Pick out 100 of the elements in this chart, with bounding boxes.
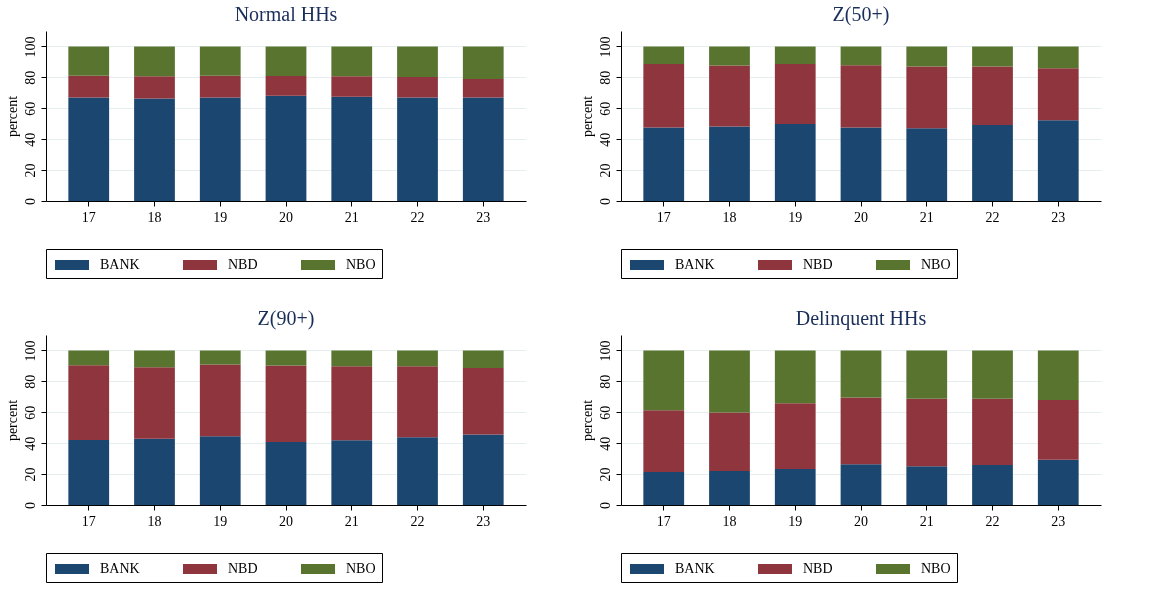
y-tick-label: 20	[22, 163, 38, 178]
x-tick-label: 19	[213, 513, 228, 529]
x-tick-label: 23	[1051, 513, 1066, 529]
bar	[68, 75, 110, 98]
bar	[397, 437, 438, 505]
bar	[774, 350, 816, 404]
legend-label: NBD	[228, 257, 258, 272]
bar	[331, 366, 373, 441]
bar	[840, 397, 882, 465]
bar	[134, 76, 175, 99]
bar	[906, 350, 948, 399]
x-tick-label: 22	[410, 513, 425, 529]
y-axis-title: percent	[579, 399, 595, 442]
bar	[906, 466, 948, 505]
bar	[643, 471, 685, 505]
bar	[840, 464, 882, 505]
bar	[199, 97, 241, 201]
bar	[397, 350, 438, 367]
y-tick-label: 80	[597, 374, 613, 389]
bar	[709, 65, 750, 127]
y-tick-label: 40	[597, 436, 613, 451]
bar	[199, 75, 241, 98]
bar	[774, 123, 816, 201]
x-tick-label: 23	[476, 209, 491, 225]
legend-label: NBD	[803, 561, 833, 576]
bar	[462, 350, 504, 369]
bar	[774, 403, 816, 469]
bar	[331, 350, 373, 367]
bar	[331, 440, 373, 505]
bar	[906, 66, 948, 129]
legend-label: NBO	[346, 257, 376, 272]
bar	[134, 98, 175, 201]
bar	[68, 439, 110, 505]
y-tick-label: 60	[22, 405, 38, 420]
x-tick-label: 17	[81, 513, 96, 529]
x-tick-label: 17	[656, 209, 671, 225]
chart-title: Normal HHs	[234, 3, 338, 25]
legend-label: NBD	[803, 257, 833, 272]
x-tick-label: 23	[476, 513, 491, 529]
bar	[265, 75, 307, 96]
bar	[840, 350, 882, 398]
x-tick-label: 22	[985, 209, 1000, 225]
bar	[462, 97, 504, 201]
bar	[134, 367, 175, 439]
bar	[462, 368, 504, 435]
bar	[906, 46, 948, 67]
x-tick-label: 21	[344, 513, 359, 529]
chart-title: Z(90+)	[257, 307, 315, 330]
bar	[709, 350, 750, 413]
x-tick-label: 20	[279, 209, 293, 225]
y-tick-label: 0	[22, 502, 38, 509]
bar	[68, 97, 110, 201]
x-tick-label: 21	[919, 209, 934, 225]
bar	[1037, 68, 1079, 121]
y-tick-label: 20	[597, 163, 613, 178]
bar	[68, 350, 110, 366]
x-tick-label: 20	[854, 513, 868, 529]
bar	[265, 441, 307, 505]
y-tick-label: 60	[597, 101, 613, 116]
bar	[462, 78, 504, 98]
bar	[1037, 459, 1079, 505]
chart-title: Delinquent HHs	[795, 307, 927, 330]
x-tick-label: 21	[919, 513, 934, 529]
x-tick-label: 20	[854, 209, 868, 225]
bar	[774, 468, 816, 505]
x-tick-label: 21	[344, 209, 359, 225]
bar	[643, 127, 685, 201]
bar	[643, 410, 685, 472]
bar	[709, 46, 750, 66]
legend-label: BANK	[100, 257, 140, 272]
x-tick-label: 18	[147, 209, 162, 225]
bar	[265, 365, 307, 442]
y-axis-title: percent	[579, 95, 595, 138]
bar	[774, 46, 816, 64]
x-tick-label: 18	[722, 513, 737, 529]
bar	[906, 128, 948, 201]
y-tick-label: 80	[22, 374, 38, 389]
bar	[840, 65, 882, 128]
bar	[331, 76, 373, 97]
bar	[68, 46, 110, 76]
y-tick-label: 60	[22, 101, 38, 116]
x-tick-label: 20	[279, 513, 293, 529]
bar	[397, 366, 438, 438]
bar	[462, 46, 504, 79]
bar	[397, 76, 438, 98]
bar	[709, 471, 750, 505]
bar	[1037, 350, 1079, 400]
bar	[709, 126, 750, 201]
y-tick-label: 20	[22, 467, 38, 482]
x-tick-label: 19	[788, 513, 803, 529]
bar	[199, 436, 241, 505]
chart-title: Z(50+)	[832, 3, 890, 26]
bar	[1037, 46, 1079, 69]
bar	[840, 46, 882, 66]
bar	[709, 412, 750, 471]
bar	[972, 46, 1013, 67]
bar	[397, 46, 438, 77]
y-tick-label: 100	[22, 36, 38, 58]
bar	[774, 63, 816, 124]
bar	[972, 66, 1013, 125]
